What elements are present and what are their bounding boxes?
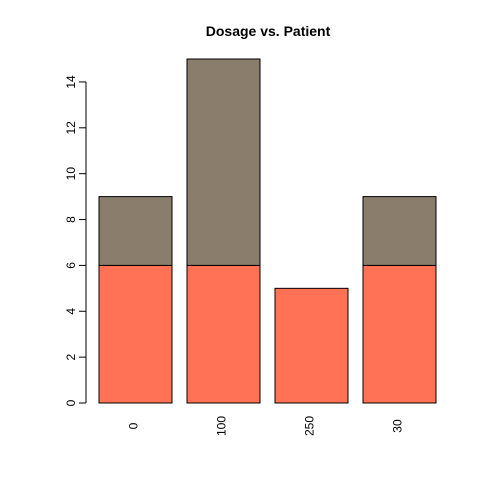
bar-100-segment-2 (186, 58, 261, 266)
bar-30-segment-2 (362, 196, 437, 266)
y-tick-label: 8 (64, 216, 78, 223)
x-axis-labels: 0 100 250 30 (127, 416, 405, 436)
y-tick-label: 10 (64, 167, 78, 181)
bars-layer (98, 58, 437, 404)
x-tick-label: 0 (127, 422, 141, 429)
y-tick-label: 12 (64, 121, 78, 135)
y-tick-label: 4 (64, 308, 78, 315)
y-tick-label: 2 (64, 353, 78, 360)
chart-title: Dosage vs. Patient (206, 23, 331, 39)
x-tick-label: 100 (215, 416, 229, 436)
y-tick-label: 0 (64, 399, 78, 406)
bar-0-segment-2 (98, 196, 173, 266)
bar-100-segment-1 (186, 264, 261, 404)
x-tick-label: 30 (391, 419, 405, 433)
bar-30-segment-1 (362, 264, 437, 404)
y-tick-label: 14 (64, 75, 78, 89)
bar-250-segment-1 (274, 287, 349, 404)
y-tick-label: 6 (64, 262, 78, 269)
bar-0-segment-1 (98, 264, 173, 404)
y-axis: 0 2 4 6 8 10 12 14 (64, 75, 87, 406)
x-tick-label: 250 (303, 416, 317, 436)
